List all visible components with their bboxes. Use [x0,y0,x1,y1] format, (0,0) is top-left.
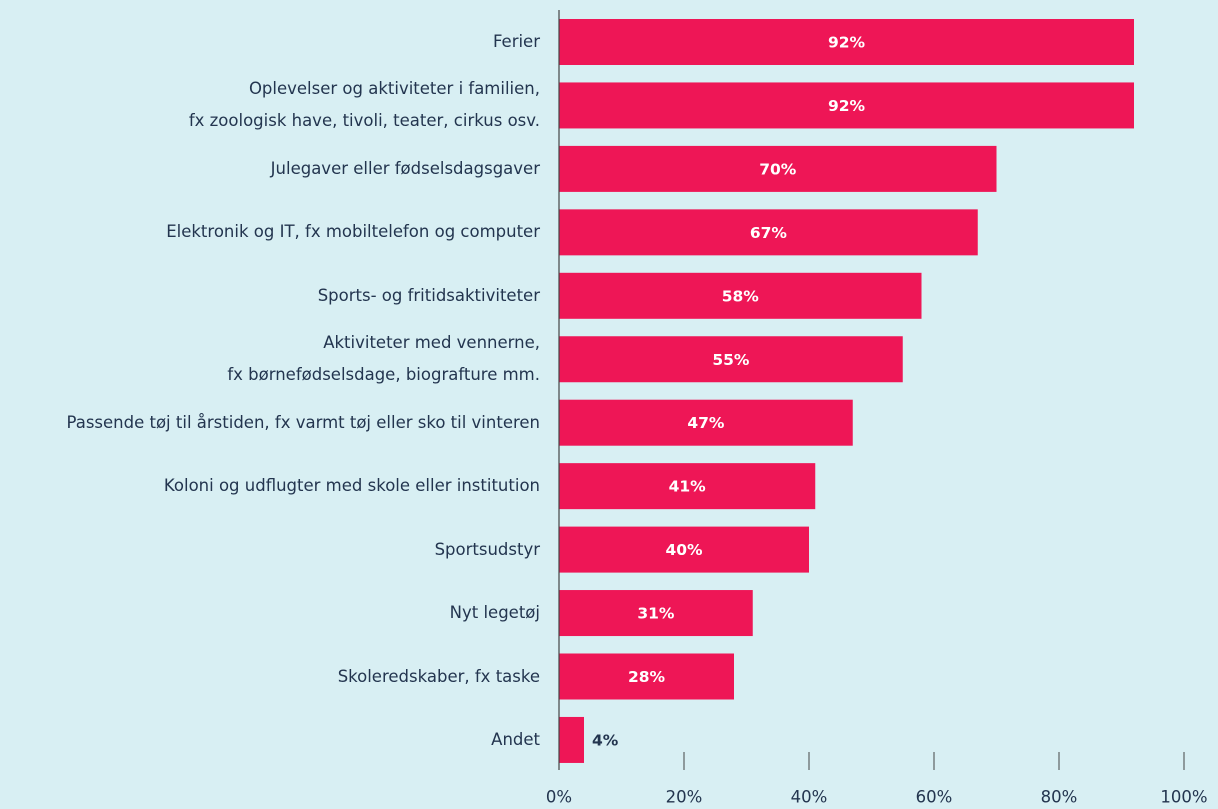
category-label: Ferier [492,32,540,51]
bar [559,82,1134,129]
x-tick-label: 20% [666,788,703,807]
bar [559,716,584,763]
bar [559,272,922,319]
value-label: 58% [722,287,760,305]
value-label: 31% [637,605,675,623]
x-tick-label: 100% [1160,788,1207,807]
category-label: Julegaver eller fødselsdagsgaver [270,158,540,178]
category-label: Koloni og udflugter med skole eller inst… [163,476,540,496]
category-label: Sports- og fritidsaktiviteter [317,285,540,305]
category-label: Passende tøj til årstiden, fx varmt tøj … [66,412,541,432]
category-label: Sportsudstyr [434,539,540,559]
value-label: 40% [665,541,703,559]
x-tick-label: 80% [1041,788,1078,807]
value-label: 4% [592,731,619,749]
category-label: Nyt legetøj [449,603,540,623]
value-label: 67% [750,224,788,242]
bar [559,399,853,446]
bar [559,590,753,637]
bar [559,145,997,192]
x-tick-label: 0% [546,788,572,807]
category-label: Andet [491,729,540,749]
category-label: Oplevelser og aktiviteter i familien, fx… [188,79,540,131]
value-label: 92% [828,97,866,115]
bar [559,653,734,700]
value-label: 92% [828,34,866,52]
bar [559,463,816,510]
bar [559,526,809,573]
value-label: 47% [687,414,725,432]
value-label: 28% [628,668,666,686]
bar [559,209,978,256]
value-label: 70% [759,160,797,178]
x-tick-label: 40% [791,788,828,807]
category-label: Elektronik og IT, fx mobiltelefon og com… [166,222,540,242]
category-label: Aktiviteter med vennerne, fx børnefødsel… [227,333,540,385]
category-label: Skoleredskaber, fx taske [337,666,540,686]
bar [559,336,903,383]
bar [559,19,1134,65]
x-tick-label: 60% [916,788,953,807]
value-label: 41% [669,478,707,496]
value-label: 55% [712,351,750,369]
